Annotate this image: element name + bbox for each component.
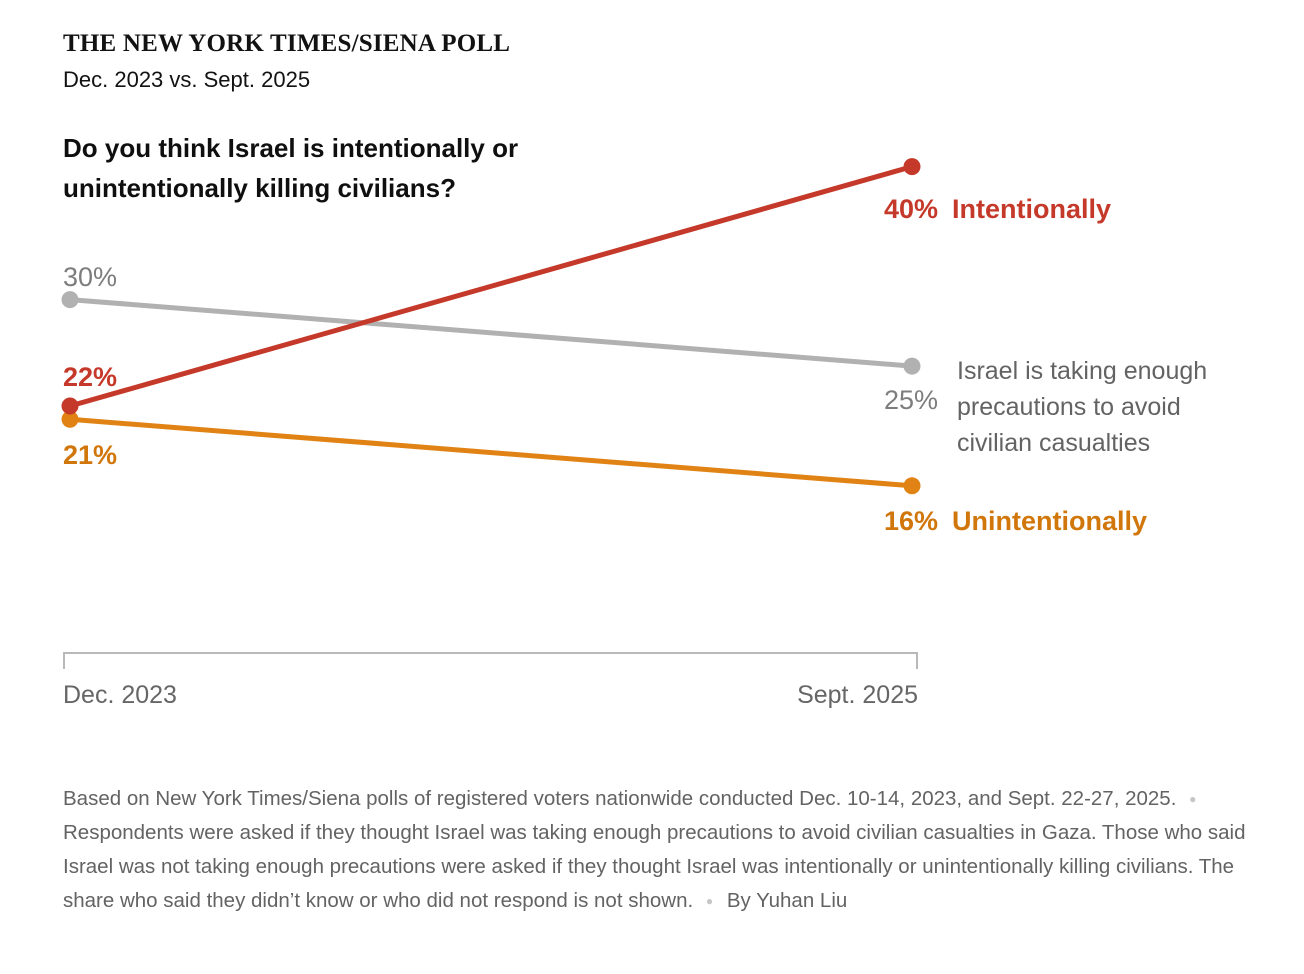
start-value-intentionally: 22% [63, 362, 118, 392]
slope-line-2 [69, 416, 913, 489]
bullet-separator-icon: ● [705, 893, 714, 908]
x-axis-label-right: Sept. 2025 [797, 681, 918, 709]
data-point-1-0 [61, 291, 79, 309]
footnote-question-detail: Respondents were asked if they thought I… [63, 820, 1246, 912]
data-point-0-0 [61, 397, 79, 415]
footnote-methodology: Based on New York Times/Siena polls of r… [63, 786, 1177, 810]
footnote-byline: By Yuhan Liu [726, 888, 848, 912]
data-point-2-1 [903, 477, 921, 495]
slope-line-0 [69, 164, 913, 409]
x-axis-bracket [63, 652, 918, 669]
footnote: Based on New York Times/Siena polls of r… [63, 782, 1259, 918]
data-point-0-1 [903, 158, 921, 176]
series-name-unintentionally: Unintentionally [952, 506, 1148, 536]
end-label-unintentionally: 16% Unintentionally [884, 506, 1147, 537]
end-value-unintentionally: 16% [884, 506, 939, 536]
series-name-precautions: Israel is taking enough precautions to a… [957, 357, 1208, 457]
start-value-unintentionally: 21% [63, 440, 118, 470]
date-comparison-subtitle: Dec. 2023 vs. Sept. 2025 [63, 67, 311, 92]
source-kicker: THE NEW YORK TIMES/SIENA POLL [63, 30, 511, 57]
end-label-intentionally: 40% Intentionally [884, 194, 1111, 225]
slope-line-1 [69, 297, 913, 369]
bullet-separator-icon: ● [1189, 791, 1197, 806]
end-value-precautions: 25% [884, 385, 939, 415]
end-value-intentionally: 40% [884, 194, 939, 224]
data-point-2-0 [61, 410, 79, 428]
series-name-intentionally: Intentionally [952, 194, 1112, 224]
data-point-1-1 [903, 357, 921, 375]
start-value-precautions: 30% [63, 262, 118, 292]
x-axis-label-left: Dec. 2023 [63, 681, 177, 709]
